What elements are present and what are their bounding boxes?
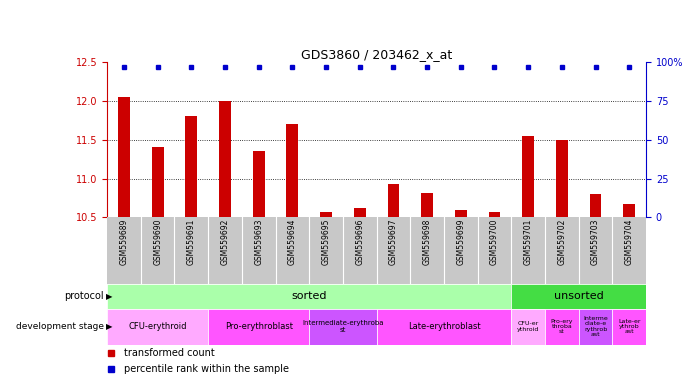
Text: sorted: sorted [292, 291, 327, 301]
Text: unsorted: unsorted [554, 291, 603, 301]
Bar [489, 212, 500, 217]
Text: Late-erythroblast: Late-erythroblast [408, 322, 480, 331]
Text: protocol: protocol [64, 291, 104, 301]
Bar [185, 116, 197, 217]
Text: Late-er
ythrob
ast: Late-er ythrob ast [618, 319, 641, 334]
Bar [545, 309, 578, 344]
Bar [354, 208, 366, 217]
Text: GSM559699: GSM559699 [456, 219, 465, 265]
Bar [589, 194, 601, 217]
Text: GSM559692: GSM559692 [220, 219, 229, 265]
Text: GSM559698: GSM559698 [423, 219, 432, 265]
Text: ▶: ▶ [106, 292, 113, 301]
Bar [556, 140, 568, 217]
Text: Pro-ery
throba
st: Pro-ery throba st [551, 319, 573, 334]
Bar [422, 192, 433, 217]
Bar [287, 124, 299, 217]
Text: GSM559693: GSM559693 [254, 219, 263, 265]
Bar [612, 309, 646, 344]
Text: development stage: development stage [16, 322, 104, 331]
Bar [320, 212, 332, 217]
Text: CFU-erythroid: CFU-erythroid [129, 322, 187, 331]
Bar [118, 97, 130, 217]
Text: Intermediate-erythroba
st: Intermediate-erythroba st [302, 320, 384, 333]
Text: Pro-erythroblast: Pro-erythroblast [225, 322, 293, 331]
Text: transformed count: transformed count [124, 348, 215, 358]
Text: GSM559691: GSM559691 [187, 219, 196, 265]
Bar [623, 204, 635, 217]
Text: GSM559700: GSM559700 [490, 219, 499, 265]
Bar [511, 284, 646, 309]
Bar [377, 309, 511, 344]
Bar [253, 151, 265, 217]
Title: GDS3860 / 203462_x_at: GDS3860 / 203462_x_at [301, 48, 452, 61]
Bar [208, 309, 309, 344]
Text: GSM559704: GSM559704 [625, 219, 634, 265]
Bar [455, 210, 466, 217]
Text: GSM559697: GSM559697 [389, 219, 398, 265]
Text: GSM559702: GSM559702 [558, 219, 567, 265]
Text: GSM559703: GSM559703 [591, 219, 600, 265]
Text: percentile rank within the sample: percentile rank within the sample [124, 364, 290, 374]
Text: GSM559695: GSM559695 [321, 219, 330, 265]
Text: GSM559690: GSM559690 [153, 219, 162, 265]
Text: GSM559689: GSM559689 [120, 219, 129, 265]
Text: GSM559696: GSM559696 [355, 219, 364, 265]
Bar [219, 101, 231, 217]
Bar [107, 284, 511, 309]
Text: GSM559694: GSM559694 [288, 219, 297, 265]
Bar [310, 309, 377, 344]
Bar [388, 184, 399, 217]
Bar [152, 147, 164, 217]
Text: ▶: ▶ [106, 322, 113, 331]
Text: GSM559701: GSM559701 [524, 219, 533, 265]
Bar [522, 136, 534, 217]
Bar [107, 309, 208, 344]
Bar [578, 309, 612, 344]
Bar [511, 309, 545, 344]
Text: Interme
diate-e
rythrob
ast: Interme diate-e rythrob ast [583, 316, 608, 337]
Text: CFU-er
ythroid: CFU-er ythroid [517, 321, 540, 332]
